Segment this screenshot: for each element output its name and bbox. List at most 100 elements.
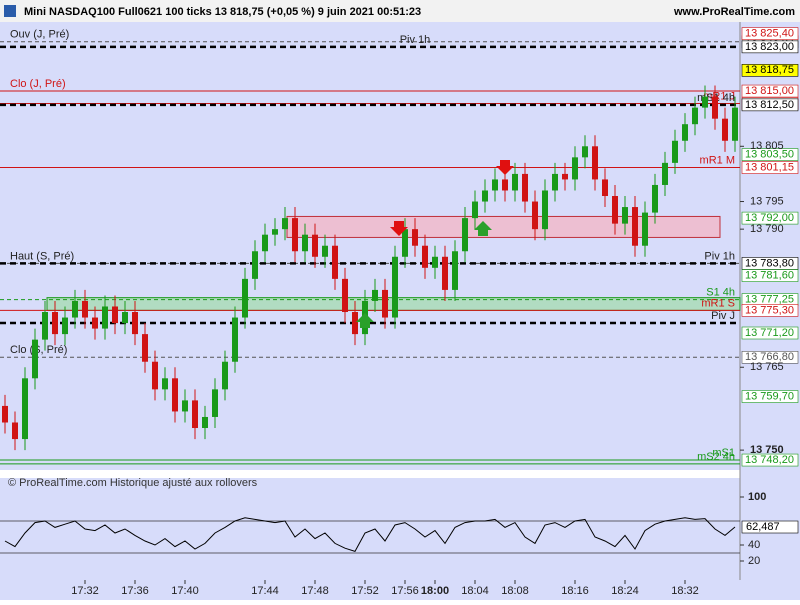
- x-tick-label: 17:32: [71, 585, 99, 597]
- price-tag-label: 13 766,80: [745, 351, 794, 363]
- candle-body: [212, 389, 218, 417]
- indicator-tick-label: 100: [748, 491, 766, 503]
- y-tick-label: 13 790: [750, 223, 784, 235]
- candle-body: [332, 245, 338, 279]
- candle-body: [82, 300, 88, 318]
- level-name: Clo (S, Pré): [10, 344, 67, 356]
- candle-body: [92, 317, 98, 329]
- candle-body: [672, 140, 678, 163]
- candle-body: [232, 317, 238, 362]
- price-tag-label: 13 818,75: [745, 64, 794, 76]
- watermark: © ProRealTime.com Historique ajusté aux …: [8, 477, 258, 489]
- price-tag-label: 13 825,40: [745, 28, 794, 40]
- header-bar: [0, 0, 800, 22]
- level-name: Ouv (J, Pré): [10, 29, 69, 41]
- indicator-tick-label: 40: [748, 539, 760, 551]
- price-tag: [741, 351, 799, 364]
- candle-body: [662, 162, 668, 185]
- price-tag-label: 13 823,00: [745, 41, 794, 53]
- candle-body: [682, 124, 688, 141]
- candle-body: [702, 96, 708, 108]
- x-tick-label: 18:04: [461, 585, 489, 597]
- candle-body: [322, 245, 328, 257]
- candle-body: [412, 229, 418, 246]
- price-tag: [741, 148, 799, 161]
- candle-body: [632, 207, 638, 246]
- candle-body: [492, 179, 498, 191]
- candle-body: [532, 201, 538, 230]
- buy-arrow: [474, 221, 492, 236]
- x-tick-label: 17:40: [171, 585, 199, 597]
- x-tick-label: 18:08: [501, 585, 529, 597]
- candle-body: [402, 229, 408, 257]
- price-tag: [741, 269, 799, 282]
- x-tick-label: 18:24: [611, 585, 639, 597]
- candle-body: [482, 190, 488, 202]
- x-tick-label: 18:16: [561, 585, 589, 597]
- candle-body: [562, 173, 568, 180]
- x-tick-label: 18:32: [671, 585, 699, 597]
- price-tag-label: 13 771,20: [745, 327, 794, 339]
- x-tick-label: 17:48: [301, 585, 329, 597]
- buy-arrow: [356, 313, 374, 328]
- price-tag: [741, 304, 799, 317]
- x-tick-label: 17:44: [251, 585, 279, 597]
- candle-body: [2, 405, 8, 423]
- candle-body: [102, 306, 108, 329]
- candle-body: [72, 300, 78, 318]
- candle-body: [582, 146, 588, 158]
- candle-body: [712, 96, 718, 119]
- candle-body: [282, 218, 288, 230]
- candle-body: [312, 234, 318, 257]
- candle-body: [722, 118, 728, 141]
- candle-body: [732, 107, 738, 141]
- candle-body: [302, 234, 308, 252]
- candle-body: [422, 245, 428, 268]
- candle-body: [22, 378, 28, 440]
- price-tag: [741, 64, 799, 77]
- price-tag-label: 13 777,25: [745, 293, 794, 305]
- price-tag-label: 13 748,20: [745, 454, 794, 466]
- x-tick-label: 17:36: [121, 585, 149, 597]
- candle-body: [462, 218, 468, 252]
- candle-body: [692, 107, 698, 125]
- level-name: mR1 S: [701, 297, 735, 309]
- indicator-tag: [741, 520, 799, 534]
- price-tag: [741, 40, 799, 54]
- level-name: Haut (S, Pré): [10, 250, 74, 262]
- sell-arrow: [390, 221, 408, 236]
- candle-body: [512, 173, 518, 191]
- indicator-tag-label: 62,487: [746, 521, 780, 533]
- candle-body: [612, 196, 618, 224]
- level-name: mR1 M: [700, 154, 735, 166]
- price-tag-label: 13 775,30: [745, 304, 794, 316]
- price-tag-label: 13 815,00: [745, 85, 794, 97]
- candle-body: [442, 256, 448, 290]
- time-axis: [0, 580, 800, 600]
- candle-body: [602, 179, 608, 197]
- level-name: Clo (J, Pré): [10, 78, 66, 90]
- candle-body: [12, 422, 18, 440]
- y-tick-label: 13 805: [750, 140, 784, 152]
- indicator-area: [0, 478, 740, 580]
- level-name: mS1: [712, 447, 735, 459]
- candle-body: [272, 229, 278, 235]
- level-name: S1 4h: [706, 286, 735, 298]
- candle-body: [452, 251, 458, 290]
- candle-body: [552, 173, 558, 191]
- candle-body: [352, 312, 358, 335]
- candle-body: [292, 218, 298, 252]
- candle-body: [642, 212, 648, 246]
- header-site: www.ProRealTime.com: [673, 6, 795, 18]
- signal-arrows: [356, 160, 514, 328]
- candle-body: [382, 289, 388, 318]
- level-name: mS2 4h: [697, 451, 735, 463]
- price-tag: [741, 161, 799, 174]
- candle-body: [162, 378, 168, 390]
- price-tag: [741, 211, 799, 225]
- candle-body: [112, 306, 118, 324]
- price-tag: [741, 453, 799, 467]
